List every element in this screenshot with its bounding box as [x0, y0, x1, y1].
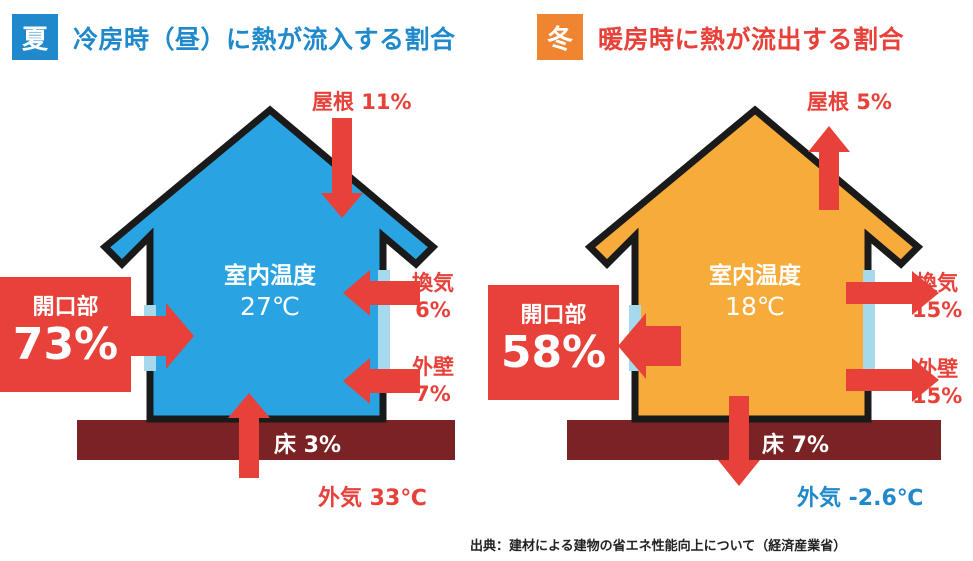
summer-vent-pct: 6%: [415, 298, 451, 323]
summer-vent-arrow: [343, 270, 420, 316]
winter-wall-name: 外壁: [916, 357, 959, 381]
summer-roof-arrow: [321, 118, 363, 218]
winter-vent-label: 換気 15%: [912, 270, 962, 325]
summer-opening-box: 開口部 73%: [0, 277, 131, 392]
winter-outside-label: 外気 -2.6℃: [797, 486, 924, 511]
winter-roof-arrow: [808, 126, 850, 210]
summer-badge: 夏: [12, 14, 58, 60]
winter-inside-label: 室内温度: [709, 263, 801, 289]
summer-wall-pct: 7%: [415, 382, 451, 407]
winter-inside-temp: 18℃: [725, 291, 785, 321]
summer-wall-arrow: [343, 358, 420, 404]
summer-wall-name: 外壁: [412, 355, 454, 379]
winter-opening-label: 開口部: [520, 303, 587, 328]
summer-floor-arrow: [228, 393, 270, 478]
summer-opening-pct: 73%: [12, 319, 119, 370]
summer-inside-temp: 27℃: [240, 291, 300, 321]
winter-floor-arrow: [718, 396, 760, 486]
summer-vent-label: 換気 6%: [412, 270, 454, 325]
winter-vent-pct: 15%: [912, 298, 963, 323]
winter-badge: 冬: [537, 14, 583, 60]
source-note: 出典：建材による建物の省エネ性能向上について（経済産業省）: [470, 539, 847, 554]
summer-floor-label: 床 3%: [274, 433, 342, 458]
winter-opening-box: 開口部 58%: [488, 285, 619, 400]
winter-roof-label: 屋根 5%: [807, 90, 892, 114]
winter-wall-arrow: [846, 358, 939, 402]
winter-vent-name: 換気: [916, 271, 959, 295]
winter-opening-arrow: [618, 313, 681, 379]
winter-opening-pct: 58%: [500, 327, 607, 378]
summer-title: 冷房時（昼）に熱が流入する割合: [73, 25, 456, 54]
summer-opening-label: 開口部: [32, 295, 99, 320]
summer-roof-label: 屋根 11%: [312, 90, 412, 114]
winter-wall-label: 外壁 15%: [912, 356, 962, 411]
summer-wall-label: 外壁 7%: [412, 354, 454, 409]
summer-inside-label: 室内温度: [224, 263, 316, 289]
summer-opening-arrow: [131, 303, 194, 369]
winter-ground: [567, 420, 941, 460]
winter-floor-label: 床 7%: [762, 433, 830, 458]
summer-ground: [77, 420, 455, 460]
summer-inside: 室内温度 27℃: [195, 262, 345, 322]
summer-outside-label: 外気 33℃: [318, 486, 427, 511]
summer-vent-name: 換気: [412, 271, 454, 295]
winter-vent-arrow: [846, 271, 939, 315]
winter-wall-pct: 15%: [912, 384, 963, 409]
winter-title: 暖房時に熱が流出する割合: [598, 25, 905, 54]
winter-inside: 室内温度 18℃: [680, 262, 830, 322]
